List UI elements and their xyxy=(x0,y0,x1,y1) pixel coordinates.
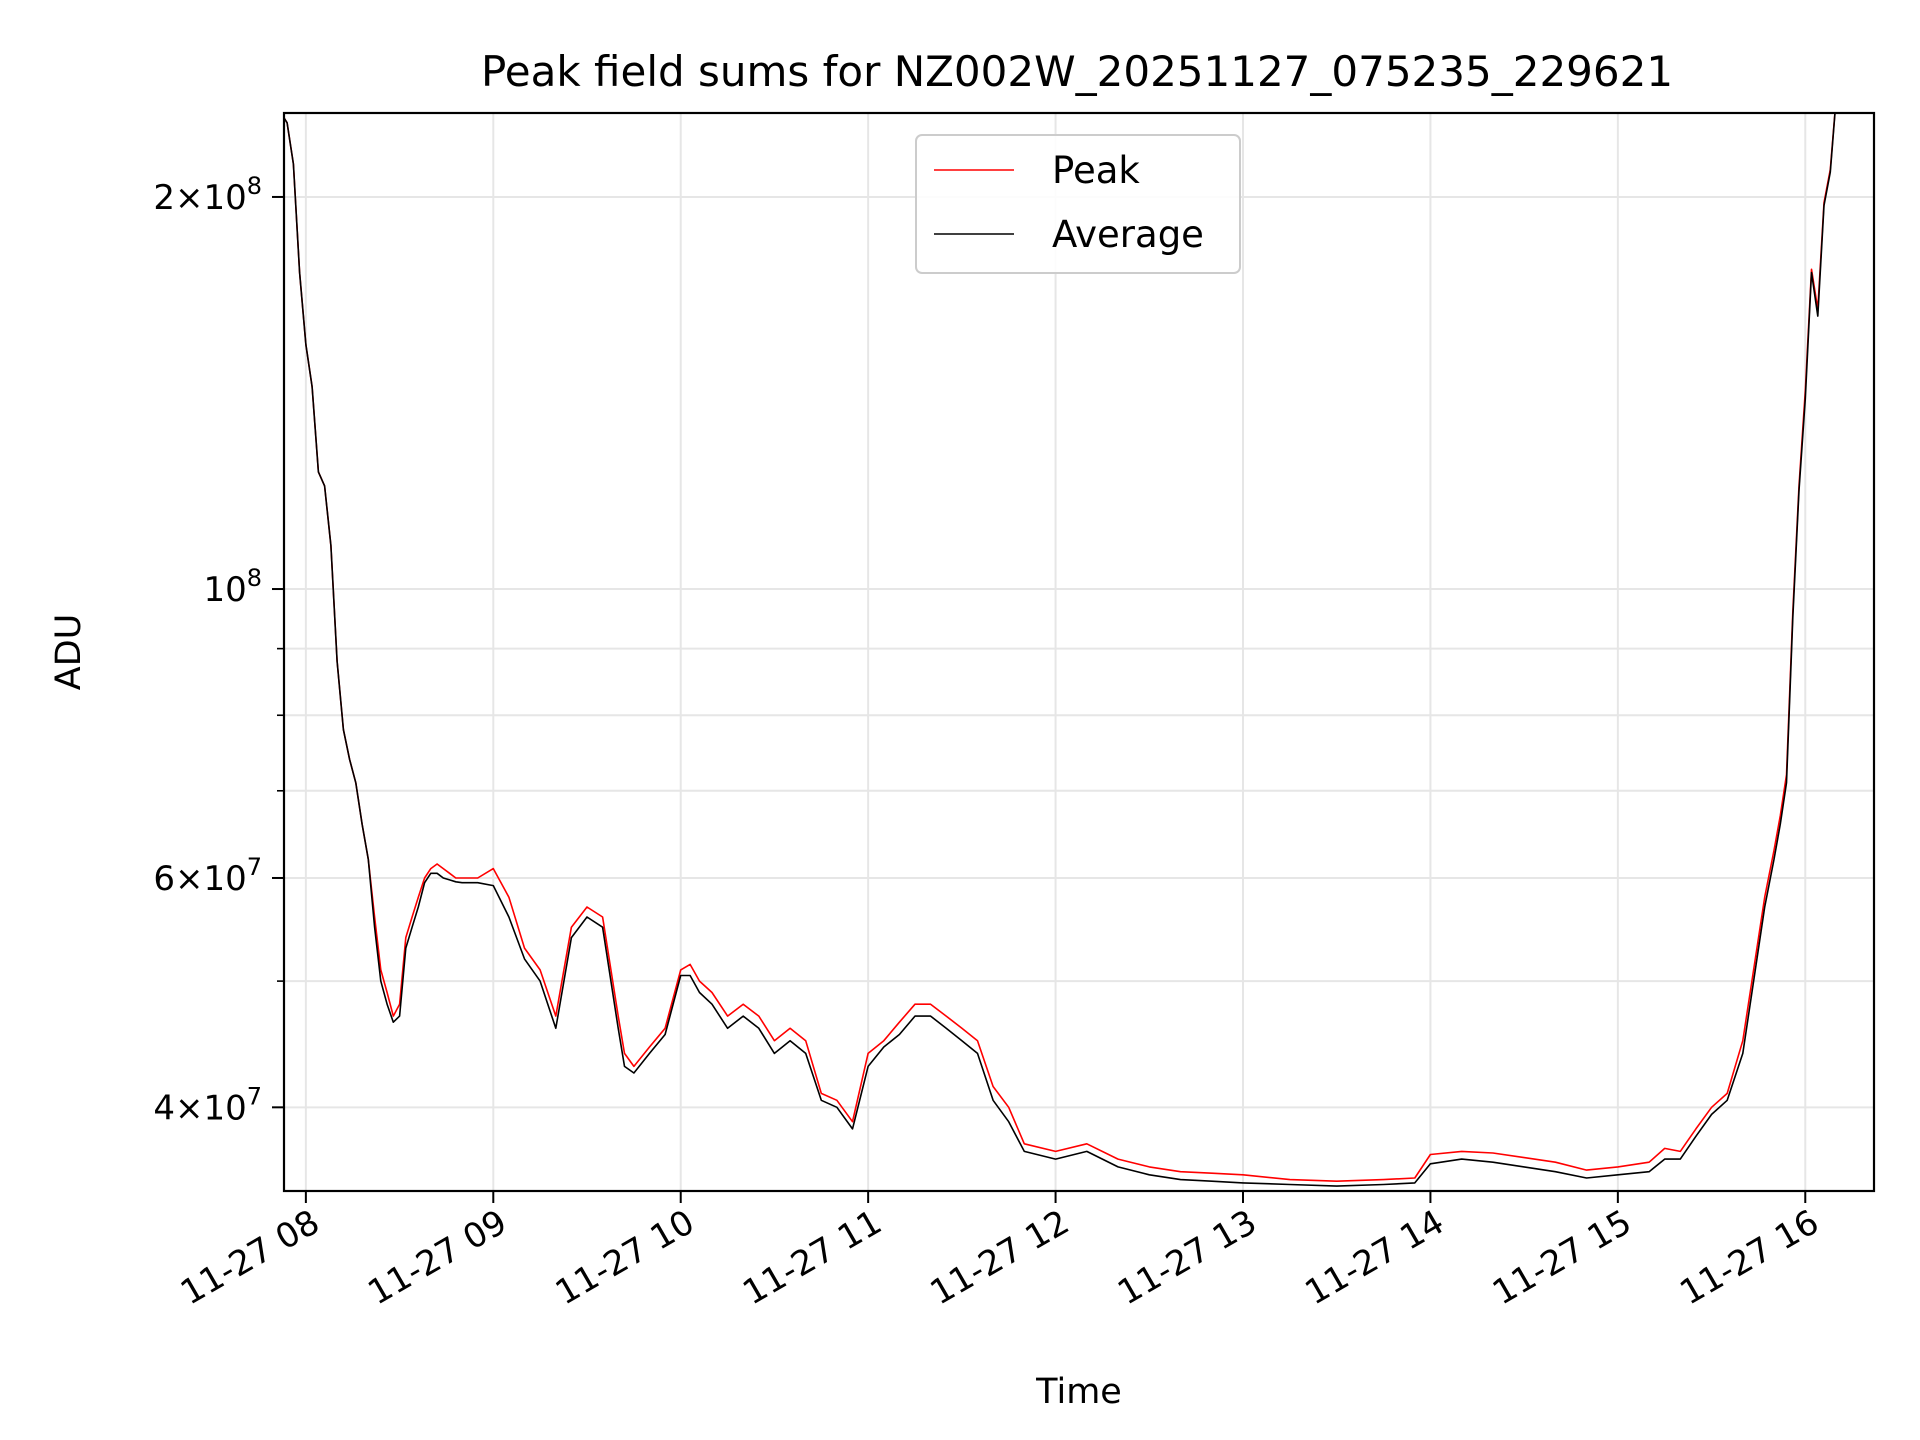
y-axis-label: ADU xyxy=(49,614,89,691)
series-line-peak xyxy=(284,113,1836,1182)
y-tick-label: 6×107 xyxy=(153,853,262,899)
plot-frame xyxy=(282,111,1876,1193)
chart-title: Peak field sums for NZ002W_20251127_0752… xyxy=(481,47,1673,96)
series-layer xyxy=(284,113,1836,1187)
y-tick-label: 4×107 xyxy=(153,1082,262,1128)
legend-label-average: Average xyxy=(1052,213,1204,256)
grid-layer xyxy=(284,113,1874,1191)
series-line-average xyxy=(284,113,1836,1187)
y-axis-ticks: 4×107 6×107 108 2×108 xyxy=(153,172,284,1128)
legend: Peak Average xyxy=(915,134,1241,274)
y-tick-label: 108 xyxy=(203,564,262,610)
x-axis-label: Time xyxy=(1035,1372,1122,1412)
y-tick-label: 2×108 xyxy=(153,172,262,218)
legend-label-peak: Peak xyxy=(1052,149,1140,192)
